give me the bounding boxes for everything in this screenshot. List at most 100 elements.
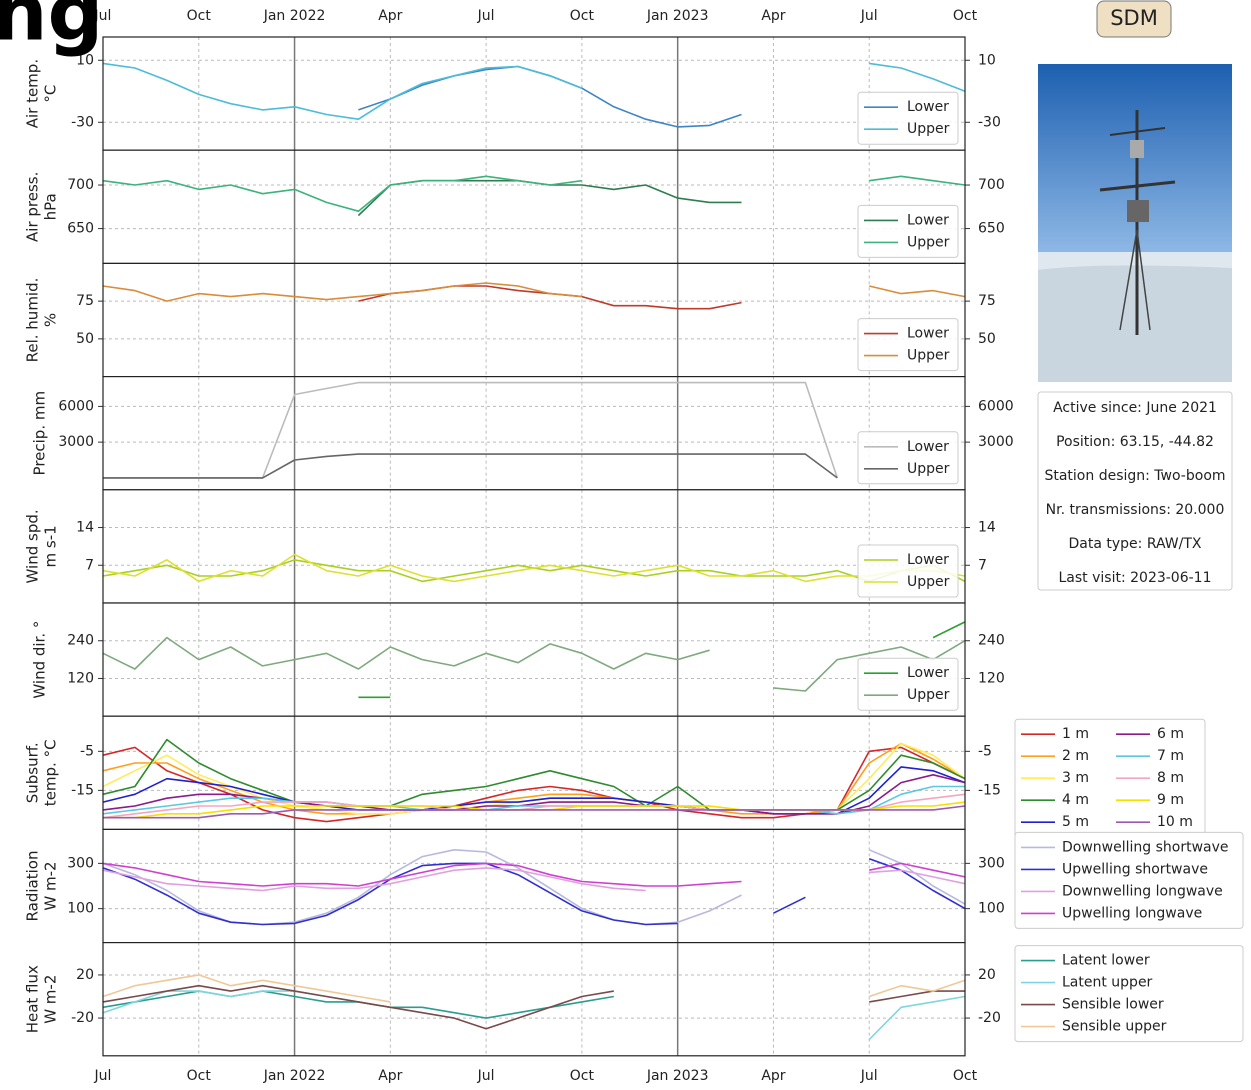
y-tick-label: 75 [76,293,94,309]
y-tick-label: 240 [67,633,94,649]
y-tick-label: 10 [978,52,996,68]
legend-label: 9 m [1157,792,1184,808]
y-tick-label: 700 [978,177,1005,193]
y-tick-label: 300 [67,855,94,871]
y-tick-label: -30 [71,114,94,130]
plot-area [103,943,965,1056]
legend-label: Sensible lower [1062,997,1164,1013]
panel: 75755050Rel. humid.%LowerUpper [24,263,996,376]
y-tick-label: 20 [978,967,996,983]
x-tick-label: Jan 2022 [263,8,326,24]
plot-area [103,150,965,263]
legend-label: 8 m [1157,770,1184,786]
info-line: Position: 63.15, -44.82 [1056,434,1214,450]
legend-label: Upwelling longwave [1062,905,1202,921]
legend-label: 2 m [1062,748,1089,764]
y-tick-label: 14 [978,520,996,536]
x-tick-label: Jan 2023 [646,1068,709,1084]
legend-label: 1 m [1062,726,1089,742]
y-tick-label: 3000 [978,434,1014,450]
info-line: Last visit: 2023-06-11 [1059,570,1212,586]
y-tick-label: 50 [76,331,94,347]
info-line: Active since: June 2021 [1053,400,1217,416]
plot-area [103,603,965,716]
y-axis-label: Air press. [24,172,42,242]
x-tick-label: Oct [953,8,978,24]
y-tick-label: 50 [978,331,996,347]
x-tick-label: Apr [378,8,402,24]
y-tick-label: -5 [978,743,992,759]
x-tick-label: Apr [378,1068,402,1084]
x-tick-label: Jul [94,1068,112,1084]
legend-label: Downwelling longwave [1062,883,1223,899]
y-axis-label: temp. °C [42,739,60,806]
x-tick-label: Jul [860,8,878,24]
y-tick-label: 75 [978,293,996,309]
legend-label: Upper [907,574,950,590]
legend-label: 6 m [1157,726,1184,742]
y-axis-label: Precip. mm [31,391,49,476]
legend-label: 3 m [1062,770,1089,786]
y-axis-label: W m-2 [42,975,60,1024]
plot-area [103,490,965,603]
y-axis-label: Heat flux [24,965,42,1033]
y-tick-label: 3000 [58,434,94,450]
panel: 6000600030003000Precip. mmLowerUpper [31,377,1014,490]
legend-label: 7 m [1157,748,1184,764]
x-tick-label: Jan 2023 [646,8,709,24]
legend-label: Upper [907,234,950,250]
plot-area [103,829,965,942]
chart: SDM Active since: June 2021Position: 63.… [0,0,1251,1086]
x-tick-label: Jul [477,1068,495,1084]
legend-label: Lower [907,439,949,455]
y-tick-label: -15 [71,782,94,798]
y-axis-label: W m-2 [42,861,60,910]
x-tick-label: Apr [761,1068,785,1084]
legend-label: Lower [907,212,949,228]
legend-label: Lower [907,552,949,568]
x-tick-label: Jul [477,8,495,24]
legend-label: Downwelling shortwave [1062,839,1229,855]
y-tick-label: 300 [978,855,1005,871]
info-line: Station design: Two-boom [1044,468,1225,484]
y-tick-label: 6000 [58,398,94,414]
y-tick-label: 7 [85,557,94,573]
legend-label: 5 m [1062,814,1089,830]
x-tick-label: Oct [953,1068,978,1084]
y-tick-label: 20 [76,967,94,983]
legend-label: Upper [907,461,950,477]
y-axis-label: m s-1 [42,525,60,567]
y-tick-label: 700 [67,177,94,193]
y-tick-label: -5 [80,743,94,759]
y-axis-label: Rel. humid. [24,278,42,363]
panel: 300300100100RadiationW m-2Downwelling sh… [24,829,1244,942]
legend-label: Lower [907,99,949,115]
info-box [1038,392,1232,590]
y-axis-label: hPa [42,193,60,220]
x-tick-label: Oct [570,8,595,24]
y-tick-label: -20 [978,1010,1001,1026]
plot-area [103,37,965,150]
y-axis-label: Air temp. [24,59,42,128]
legend-label: Upwelling shortwave [1062,861,1208,877]
y-axis-label: °C [42,85,60,103]
y-tick-label: 120 [67,670,94,686]
y-tick-label: 7 [978,557,987,573]
legend-label: 10 m [1157,814,1193,830]
legend-label: Lower [907,665,949,681]
plot-area [103,716,965,829]
y-tick-label: 14 [76,520,94,536]
plot-area [103,263,965,376]
y-tick-label: 650 [978,221,1005,237]
y-tick-label: 100 [978,901,1005,917]
legend-label: Latent upper [1062,975,1153,991]
legend-label: Lower [907,326,949,342]
y-axis-label: Wind dir. ° [31,621,49,699]
y-tick-label: -15 [978,782,1001,798]
legend-label: Upper [907,121,950,137]
legend-label: Sensible upper [1062,1019,1167,1035]
y-tick-label: 100 [67,901,94,917]
x-tick-label: Jan 2022 [263,1068,326,1084]
